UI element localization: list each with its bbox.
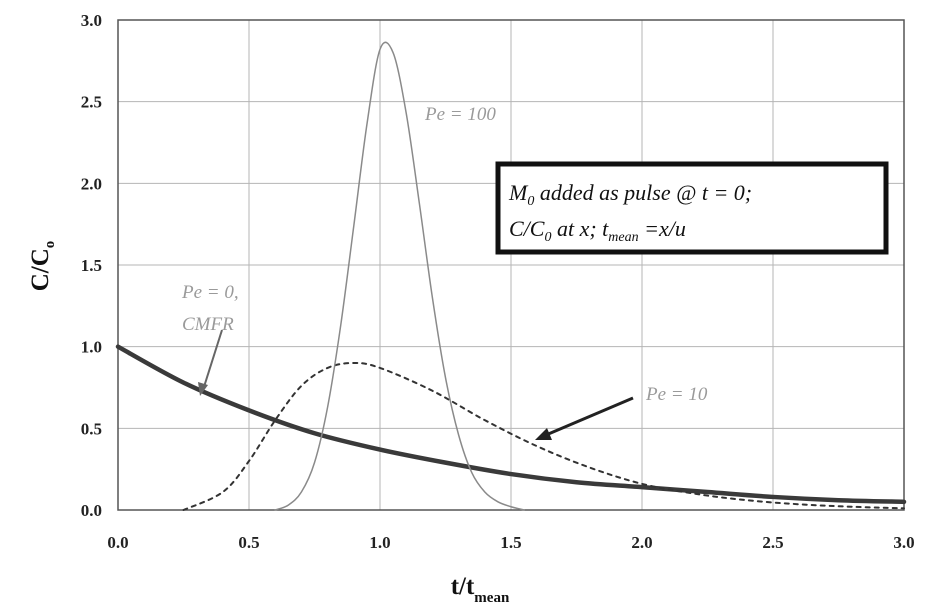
- x-tick-label: 2.0: [631, 533, 652, 552]
- y-tick-label: 2.5: [81, 93, 102, 112]
- x-tick-labels: 0.0 0.5 1.0 1.5 2.0 2.5 3.0: [107, 533, 914, 552]
- arrow-pe0: [202, 329, 223, 391]
- info-textbox: M0 added as pulse @ t = 0; C/C0 at x; tm…: [495, 161, 889, 255]
- info-textbox-border: [495, 161, 889, 255]
- annotation-pe0-line2: CMFR: [182, 314, 234, 335]
- arrow-pe0-head: [198, 382, 208, 396]
- x-tick-label: 1.0: [369, 533, 390, 552]
- y-tick-label: 0.5: [81, 419, 102, 438]
- y-tick-label: 3.0: [81, 11, 102, 30]
- x-tick-label: 2.5: [762, 533, 783, 552]
- grid: [117, 19, 905, 511]
- y-tick-label: 1.0: [81, 338, 102, 357]
- series-line-1: [182, 362, 905, 511]
- arrow-pe10: [545, 396, 634, 437]
- x-tick-label: 0.0: [107, 533, 128, 552]
- y-axis-label: C/Co: [27, 241, 58, 292]
- x-axis-label: t/tmean: [451, 573, 510, 606]
- annotation-pe0-line1: Pe = 0,: [181, 282, 239, 303]
- arrow-pe10-head: [535, 428, 552, 440]
- y-tick-labels: 0.0 0.5 1.0 1.5 2.0 2.5 3.0: [81, 11, 102, 520]
- y-tick-label: 2.0: [81, 174, 102, 193]
- annotation-pe10: Pe = 10: [645, 384, 708, 405]
- series-layer: [115, 41, 907, 511]
- info-textbox-line2: C/C0 at x; tmean =x/u: [509, 216, 686, 245]
- info-textbox-line1: M0 added as pulse @ t = 0;: [508, 180, 752, 209]
- x-tick-label: 1.5: [500, 533, 521, 552]
- x-tick-label: 3.0: [893, 533, 914, 552]
- x-tick-label: 0.5: [238, 533, 259, 552]
- series-line-0: [115, 344, 907, 505]
- plot-frame: [117, 19, 905, 511]
- y-tick-label: 1.5: [81, 256, 102, 275]
- y-tick-label: 0.0: [81, 501, 102, 520]
- annotation-pe100: Pe = 100: [424, 104, 496, 125]
- series-line-2: [274, 41, 525, 511]
